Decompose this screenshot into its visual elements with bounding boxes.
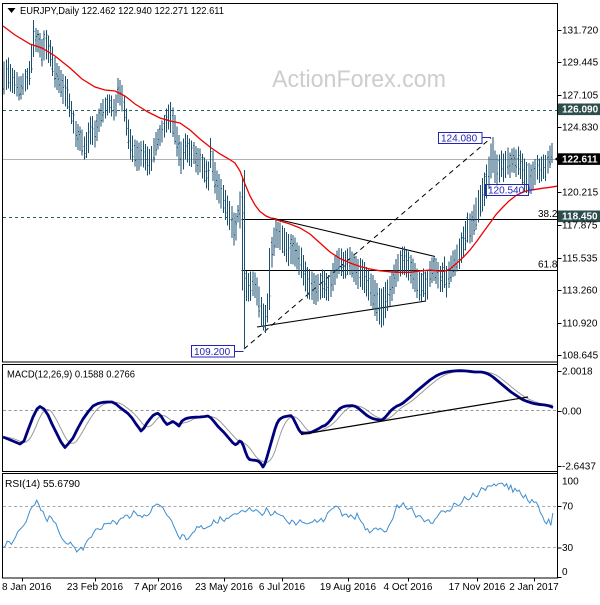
svg-text:30: 30 [562, 543, 574, 554]
svg-text:4 Oct 2016: 4 Oct 2016 [384, 582, 433, 593]
svg-text:8 Jan 2016: 8 Jan 2016 [2, 582, 52, 593]
svg-text:117.875: 117.875 [562, 221, 598, 232]
svg-text:ActionForex.com: ActionForex.com [272, 66, 446, 93]
svg-text:61.8: 61.8 [538, 260, 558, 271]
svg-text:126.090: 126.090 [562, 105, 599, 116]
svg-text:115.535: 115.535 [562, 254, 598, 265]
svg-text:118.450: 118.450 [562, 212, 598, 223]
svg-text:2.0018: 2.0018 [562, 367, 593, 378]
svg-text:124.080: 124.080 [441, 134, 478, 145]
svg-text:120.215: 120.215 [562, 188, 599, 199]
svg-text:110.920: 110.920 [562, 319, 598, 330]
svg-text:129.445: 129.445 [562, 58, 599, 69]
svg-text:7 Apr 2016: 7 Apr 2016 [134, 582, 183, 593]
svg-text:108.645: 108.645 [562, 351, 599, 362]
svg-text:MACD(12,26,9) 0.1588 0.2766: MACD(12,26,9) 0.1588 0.2766 [7, 370, 135, 381]
svg-text:131.720: 131.720 [562, 26, 599, 37]
svg-text:23 Feb 2016: 23 Feb 2016 [67, 582, 124, 593]
svg-text:0.00: 0.00 [562, 407, 582, 418]
svg-text:19 Aug 2016: 19 Aug 2016 [320, 582, 377, 593]
svg-text:38.2: 38.2 [538, 209, 558, 220]
svg-text:EURJPY,Daily 122.462 122.940: EURJPY,Daily 122.462 122.940 122.271 122… [20, 5, 224, 17]
svg-text:0: 0 [562, 567, 568, 578]
svg-text:-2.6437: -2.6437 [562, 462, 596, 473]
svg-text:17 Nov 2016: 17 Nov 2016 [449, 582, 506, 593]
svg-text:109.200: 109.200 [194, 347, 231, 358]
svg-text:2 Jan 2017: 2 Jan 2017 [509, 582, 559, 593]
svg-text:6 Jul 2016: 6 Jul 2016 [259, 582, 306, 593]
svg-text:124.830: 124.830 [562, 123, 599, 134]
svg-text:120.540: 120.540 [488, 186, 525, 197]
svg-text:113.260: 113.260 [562, 286, 598, 297]
svg-text:23 May 2016: 23 May 2016 [195, 582, 253, 593]
svg-text:RSI(14) 55.6790: RSI(14) 55.6790 [5, 479, 80, 490]
svg-text:127.105: 127.105 [562, 91, 599, 102]
svg-text:100: 100 [562, 477, 579, 488]
svg-text:122.611: 122.611 [562, 155, 598, 166]
svg-text:70: 70 [562, 502, 574, 513]
